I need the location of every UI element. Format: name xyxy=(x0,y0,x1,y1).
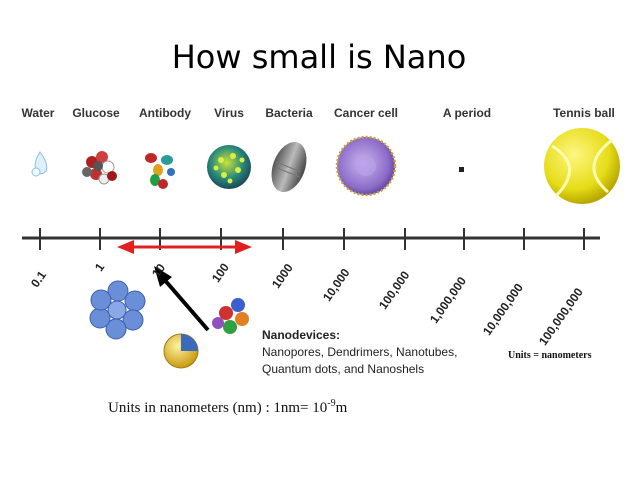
tennis-ball-icon xyxy=(544,128,620,204)
label-glucose: Glucose xyxy=(72,106,120,120)
page-title: How small is Nano xyxy=(171,38,467,76)
label-bacteria: Bacteria xyxy=(265,106,313,120)
nanodevices-heading: Nanodevices: xyxy=(262,328,341,342)
units-legend: Units = nanometers xyxy=(508,350,592,361)
nanodevices-line2: Quantum dots, and Nanoshels xyxy=(262,362,425,376)
virus-icon xyxy=(207,145,251,189)
glucose-molecule-icon xyxy=(82,151,117,185)
units-note-exponent: -9 xyxy=(327,398,336,409)
label-water: Water xyxy=(21,106,55,120)
quantum-dots-icon xyxy=(212,298,249,334)
nanoshell-icon xyxy=(163,333,199,369)
nanodevices-line1: Nanopores, Dendrimers, Nanotubes, xyxy=(262,345,458,359)
period-dot-icon xyxy=(459,167,464,172)
units-note-prefix: Units in nanometers (nm) : 1nm= 10 xyxy=(108,400,328,416)
label-tennis-ball: Tennis ball xyxy=(553,106,615,120)
pointer-arrow xyxy=(154,266,210,332)
label-cancer-cell: Cancer cell xyxy=(333,106,399,120)
label-antibody: Antibody xyxy=(139,106,191,120)
label-a-period: A period xyxy=(442,106,492,120)
bacteria-icon xyxy=(271,141,307,193)
cancer-cell-icon xyxy=(335,135,397,197)
label-virus: Virus xyxy=(214,106,244,120)
antibody-icon xyxy=(145,153,175,189)
nano-range-arrow xyxy=(117,240,252,254)
dendrimer-icon xyxy=(89,280,146,340)
nanodevices-caption: Nanodevices: Nanopores, Dendrimers, Nano… xyxy=(262,327,457,378)
units-note-suffix: m xyxy=(335,400,348,416)
units-note: Units in nanometers (nm) : 1nm= 10-9m xyxy=(108,398,347,417)
water-droplet-icon xyxy=(31,151,48,177)
